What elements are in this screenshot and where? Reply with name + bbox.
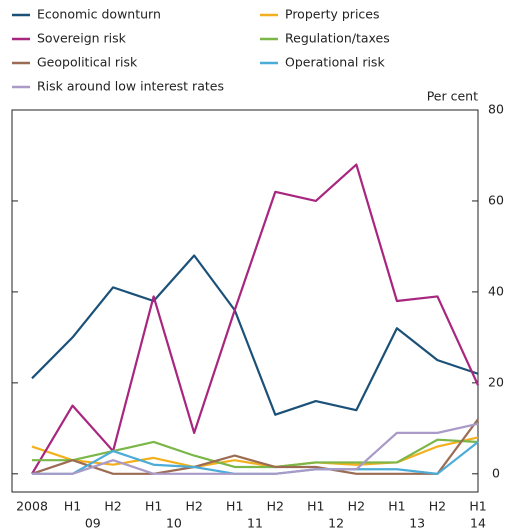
legend-label: Risk around low interest rates [37, 79, 224, 94]
x-group-label: 11 [247, 516, 263, 531]
legend-label: Geopolitical risk [37, 55, 138, 70]
x-tick-label: H1 [469, 499, 486, 514]
series-line [32, 438, 479, 469]
y-tick-label: 80 [488, 102, 504, 117]
x-tick-label: H2 [429, 499, 446, 514]
series-line [31, 254, 479, 416]
y-tick-label: 20 [488, 374, 504, 389]
series-line [32, 422, 479, 475]
legend-label: Regulation/taxes [285, 31, 390, 46]
y-tick-label: 60 [488, 192, 504, 207]
y-tick-label: 40 [488, 283, 504, 298]
x-group-label: 14 [470, 516, 486, 531]
x-group-label: 09 [85, 516, 101, 531]
x-tick-label: H1 [64, 499, 81, 514]
series-line [31, 418, 479, 475]
x-tick-label: H1 [226, 499, 243, 514]
legend-label: Operational risk [285, 55, 385, 70]
series-line [31, 436, 479, 469]
y-axis-label: Per cent [427, 89, 478, 104]
x-group-label: 10 [166, 516, 182, 531]
x-tick-label: H2 [348, 499, 365, 514]
x-group-label: 12 [328, 516, 344, 531]
x-tick-label: H2 [104, 499, 121, 514]
plot-frame [11, 109, 479, 493]
legend-label: Property prices [285, 7, 380, 22]
x-tick-label: H2 [186, 499, 203, 514]
legend-label: Sovereign risk [37, 31, 127, 46]
x-group-label: 13 [409, 516, 425, 531]
x-tick-label: H1 [145, 499, 162, 514]
series-line [31, 163, 480, 475]
x-tick-label: H1 [388, 499, 405, 514]
x-tick-label: 2008 [16, 499, 48, 514]
x-tick-label: H1 [307, 499, 324, 514]
y-tick-label: 0 [492, 465, 500, 480]
x-tick-label: H2 [267, 499, 284, 514]
legend-label: Economic downturn [37, 7, 161, 22]
